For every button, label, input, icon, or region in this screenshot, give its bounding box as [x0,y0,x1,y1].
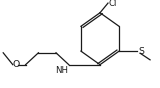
Text: S: S [138,47,144,56]
Text: Cl: Cl [109,0,117,8]
Text: NH: NH [55,66,68,75]
Text: O: O [12,60,20,69]
